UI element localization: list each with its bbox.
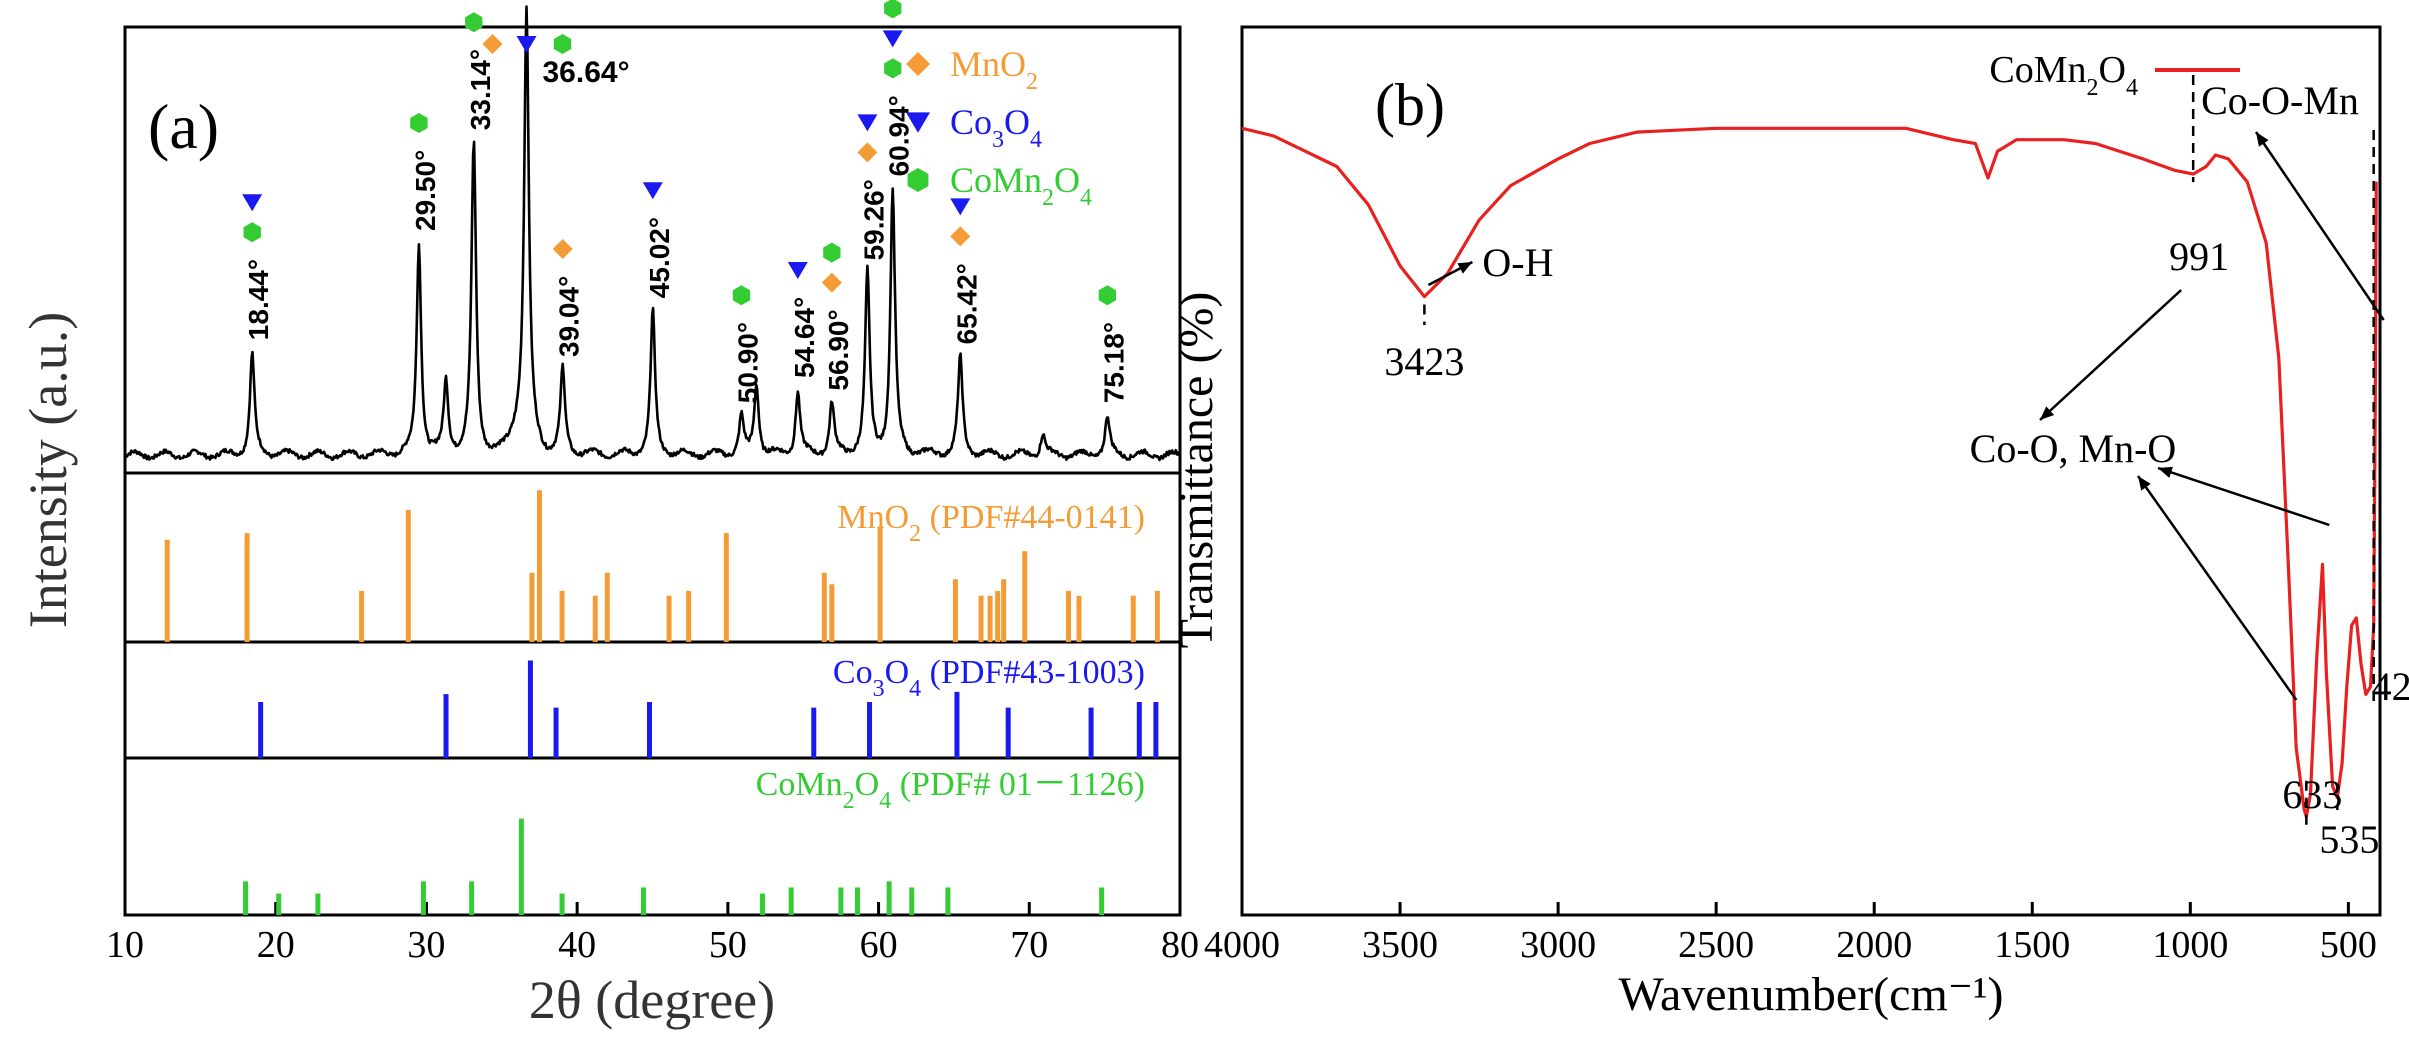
xrd-peak-label: 56.90° xyxy=(823,309,854,390)
ftir-arrow-line xyxy=(2157,466,2330,527)
ftir-x-ticks: 4000 3500 3000 2500 2000 1500 1000 500 xyxy=(1204,902,2377,966)
xrd-peak-marker-hexagon-icon xyxy=(243,222,261,243)
xrd-peak-marker-triangle-icon xyxy=(882,30,903,48)
xrd-legend: MnO2 Co3O4 CoMn2O4 xyxy=(906,44,1092,211)
panel-label-a: (a) xyxy=(148,91,219,162)
xrd-peak-marker-triangle-icon xyxy=(242,194,263,212)
xrd-y-label: Intensity (a.u.) xyxy=(18,312,78,628)
ftir-annotation-label: 535 xyxy=(2319,817,2379,862)
xrd-peak-label: 39.04° xyxy=(554,276,585,357)
legend-entry: MnO2 xyxy=(950,44,1038,95)
ftir-x-tick-label: 500 xyxy=(2320,924,2377,966)
reference-patterns: MnO2 (PDF#44-0141) Co3O4 (PDF#43-1003) CoM… xyxy=(164,490,1160,915)
legend-marker-hexagon-icon xyxy=(907,168,929,192)
ftir-panel: 4000 3500 3000 2500 2000 1500 1000 500 O-H 3423 9… xyxy=(1170,25,2409,1021)
xrd-x-ticks: 10 20 30 40 50 60 70 80 xyxy=(106,902,1199,966)
ftir-x-tick-label: 3500 xyxy=(1362,924,1438,966)
ftir-x-tick-label: 2500 xyxy=(1678,924,1754,966)
ftir-annotation-label: O-H xyxy=(1482,240,1553,285)
xrd-peak-marker-hexagon-icon xyxy=(884,58,902,79)
ftir-arrow-line xyxy=(2254,131,2385,321)
ftir-annotation-label: Co-O-Mn xyxy=(2201,78,2359,123)
reference-pattern-name: MnO2 (PDF#44-0141) xyxy=(837,499,1145,547)
xrd-x-tick-label: 20 xyxy=(257,924,295,966)
xrd-x-tick-label: 10 xyxy=(106,924,144,966)
ftir-y-label: Transmittance (%) xyxy=(1170,292,1223,649)
xrd-peak-label: 50.90° xyxy=(732,322,763,403)
xrd-frame xyxy=(123,25,1182,917)
xrd-peak-marker-hexagon-icon xyxy=(1098,285,1116,306)
xrd-peak-marker-hexagon-icon xyxy=(823,242,841,263)
panel-label-b: (b) xyxy=(1375,72,1445,138)
xrd-peak-label: 54.64° xyxy=(789,297,820,378)
xrd-peak-label: 45.02° xyxy=(644,217,675,298)
xrd-peak-marker-diamond-icon xyxy=(552,239,573,259)
xrd-peak-label: 59.26° xyxy=(858,179,889,260)
ftir-x-tick-label: 1000 xyxy=(2152,924,2228,966)
ftir-arrowhead-icon xyxy=(1457,262,1473,274)
xrd-peak-marker-diamond-icon xyxy=(821,272,842,293)
xrd-peak-marker-triangle-icon xyxy=(787,262,808,279)
legend-entry: Co3O4 xyxy=(950,102,1042,153)
xrd-peak-marker-diamond-icon xyxy=(482,34,503,54)
ftir-annotation-label: 991 xyxy=(2169,234,2229,279)
ftir-legend-label: CoMn2O4 xyxy=(1989,49,2138,101)
xrd-peak-marker-hexagon-icon xyxy=(553,34,572,54)
xrd-peak-marker-diamond-icon xyxy=(950,226,971,247)
xrd-peak-label: 18.44° xyxy=(243,259,274,340)
ftir-frame xyxy=(1240,25,2382,917)
ftir-x-tick-label: 2000 xyxy=(1836,924,1912,966)
xrd-peak-label: 33.14° xyxy=(465,49,496,130)
xrd-peak-label: 36.64° xyxy=(543,56,630,89)
xrd-peak-marker-triangle-icon xyxy=(950,198,971,216)
ftir-x-label: Wavenumber(cm⁻¹) xyxy=(1618,968,2003,1021)
xrd-peak-marker-triangle-icon xyxy=(642,182,663,200)
ftir-arrowhead-icon xyxy=(2138,476,2151,491)
xrd-peak-label: 29.50° xyxy=(410,150,441,231)
ftir-arrowhead-icon xyxy=(2256,132,2269,147)
ftir-annotation-label: 3423 xyxy=(1384,339,1464,384)
reference-pattern-name: CoMn2O4 (PDF# 01－1126) xyxy=(756,766,1145,814)
ftir-annotation-label: 420 xyxy=(2372,664,2409,709)
xrd-peak-marker-triangle-icon xyxy=(857,114,878,132)
xrd-peak-marker-hexagon-icon xyxy=(465,12,483,33)
ftir-arrowhead-icon xyxy=(2040,406,2055,420)
ftir-spectrum-line xyxy=(1241,126,2378,819)
xrd-x-tick-label: 30 xyxy=(407,924,445,966)
xrd-peak-label: 65.42° xyxy=(951,263,982,344)
legend-marker-triangle-icon xyxy=(906,112,930,133)
ftir-annotation-label: Co-O, Mn-O xyxy=(1970,426,2177,471)
xrd-x-tick-label: 80 xyxy=(1161,924,1199,966)
xrd-peak-marker-hexagon-icon xyxy=(732,285,751,306)
xrd-peak-marker-triangle-icon xyxy=(516,36,537,53)
ftir-arrow-line xyxy=(2136,475,2298,701)
xrd-pattern-line xyxy=(124,5,1181,462)
xrd-x-tick-label: 70 xyxy=(1010,924,1048,966)
legend-entry: CoMn2O4 xyxy=(950,160,1092,211)
ftir-x-tick-label: 1500 xyxy=(1994,924,2070,966)
ftir-x-tick-label: 3000 xyxy=(1520,924,1596,966)
reference-pattern-name: Co3O4 (PDF#43-1003) xyxy=(833,654,1145,702)
ftir-x-tick-label: 4000 xyxy=(1204,924,1280,966)
ftir-arrowhead-icon xyxy=(2158,466,2173,478)
xrd-peak-label: 75.18° xyxy=(1098,322,1129,403)
ftir-annotation-label: 633 xyxy=(2282,772,2342,817)
xrd-x-label: 2θ (degree) xyxy=(529,970,775,1030)
xrd-x-tick-label: 60 xyxy=(860,924,898,966)
xrd-x-tick-label: 40 xyxy=(558,924,596,966)
xrd-peak-marker-hexagon-icon xyxy=(884,0,902,19)
ftir-arrow-line xyxy=(2039,289,2183,421)
xrd-peak-label: 60.94° xyxy=(884,95,915,176)
legend-marker-diamond-icon xyxy=(906,52,930,76)
xrd-panel: 10 20 30 40 50 60 70 80 18.44° 29.50° 33.14° 36.64… xyxy=(18,0,1199,1030)
xrd-peak-marker-hexagon-icon xyxy=(410,113,428,133)
xrd-peak-marker-diamond-icon xyxy=(857,142,878,163)
xrd-x-tick-label: 50 xyxy=(709,924,747,966)
xrd-peak-labels: 18.44° 29.50° 33.14° 36.64° 39.04° 45.02° 50.9… xyxy=(242,0,1129,403)
